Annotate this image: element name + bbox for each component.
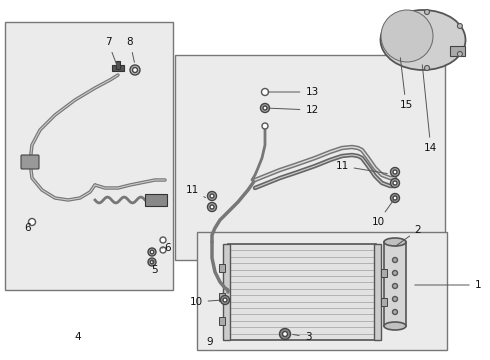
Text: 2: 2 xyxy=(395,225,421,246)
Circle shape xyxy=(262,89,269,95)
Text: 11: 11 xyxy=(335,161,387,174)
Circle shape xyxy=(223,298,227,302)
Circle shape xyxy=(393,22,421,50)
Bar xyxy=(374,244,381,340)
Circle shape xyxy=(210,205,214,209)
Circle shape xyxy=(393,181,397,185)
Text: 10: 10 xyxy=(371,200,393,227)
Circle shape xyxy=(392,257,397,262)
Circle shape xyxy=(392,297,397,302)
Text: 11: 11 xyxy=(185,185,206,198)
Circle shape xyxy=(220,296,229,305)
Ellipse shape xyxy=(381,10,466,70)
Bar xyxy=(219,293,225,301)
Circle shape xyxy=(210,194,214,198)
Circle shape xyxy=(424,9,430,14)
Bar xyxy=(228,244,376,340)
Bar xyxy=(219,264,225,272)
Bar xyxy=(219,317,225,325)
Bar xyxy=(197,232,447,350)
Text: 15: 15 xyxy=(399,58,413,110)
Circle shape xyxy=(279,328,291,339)
Circle shape xyxy=(403,32,411,40)
Text: 3: 3 xyxy=(293,332,311,342)
Circle shape xyxy=(263,106,267,110)
Circle shape xyxy=(150,260,154,264)
Circle shape xyxy=(391,194,399,202)
Text: 5: 5 xyxy=(151,260,157,275)
Ellipse shape xyxy=(384,322,406,330)
Circle shape xyxy=(262,123,268,129)
Circle shape xyxy=(207,202,217,212)
FancyBboxPatch shape xyxy=(21,155,39,169)
Text: 8: 8 xyxy=(127,37,134,62)
Bar xyxy=(116,61,120,69)
Circle shape xyxy=(424,66,430,71)
Circle shape xyxy=(148,258,156,266)
Bar xyxy=(5,22,173,290)
Circle shape xyxy=(207,192,217,201)
Circle shape xyxy=(132,68,138,72)
Text: 6: 6 xyxy=(165,243,172,253)
Text: 1: 1 xyxy=(475,280,481,290)
Text: 6: 6 xyxy=(24,223,31,233)
Bar xyxy=(145,194,167,206)
Circle shape xyxy=(392,23,396,28)
Circle shape xyxy=(457,23,463,28)
Bar xyxy=(175,55,445,260)
Circle shape xyxy=(391,167,399,176)
Circle shape xyxy=(130,65,140,75)
Circle shape xyxy=(387,16,427,56)
Text: 14: 14 xyxy=(423,143,437,153)
Circle shape xyxy=(283,332,288,337)
Circle shape xyxy=(392,310,397,315)
Text: 7: 7 xyxy=(105,37,117,66)
Circle shape xyxy=(160,237,166,243)
Circle shape xyxy=(393,170,397,174)
Circle shape xyxy=(381,10,433,62)
Bar xyxy=(381,298,387,306)
Circle shape xyxy=(392,51,396,57)
Text: 4: 4 xyxy=(74,332,81,342)
Circle shape xyxy=(150,250,154,254)
Circle shape xyxy=(457,51,463,57)
Bar xyxy=(223,244,230,340)
Bar xyxy=(384,242,406,326)
Circle shape xyxy=(399,28,415,44)
Circle shape xyxy=(160,247,166,253)
Text: 13: 13 xyxy=(268,87,318,97)
Bar xyxy=(112,65,124,71)
Text: 10: 10 xyxy=(190,297,219,307)
Circle shape xyxy=(261,104,270,113)
Text: 9: 9 xyxy=(207,337,213,347)
Circle shape xyxy=(391,179,399,188)
Circle shape xyxy=(392,284,397,288)
Circle shape xyxy=(28,219,35,225)
Circle shape xyxy=(393,196,397,200)
Bar xyxy=(450,46,465,56)
Circle shape xyxy=(392,270,397,275)
Text: 12: 12 xyxy=(268,105,318,115)
Circle shape xyxy=(148,248,156,256)
Ellipse shape xyxy=(384,238,406,246)
Bar xyxy=(381,269,387,277)
